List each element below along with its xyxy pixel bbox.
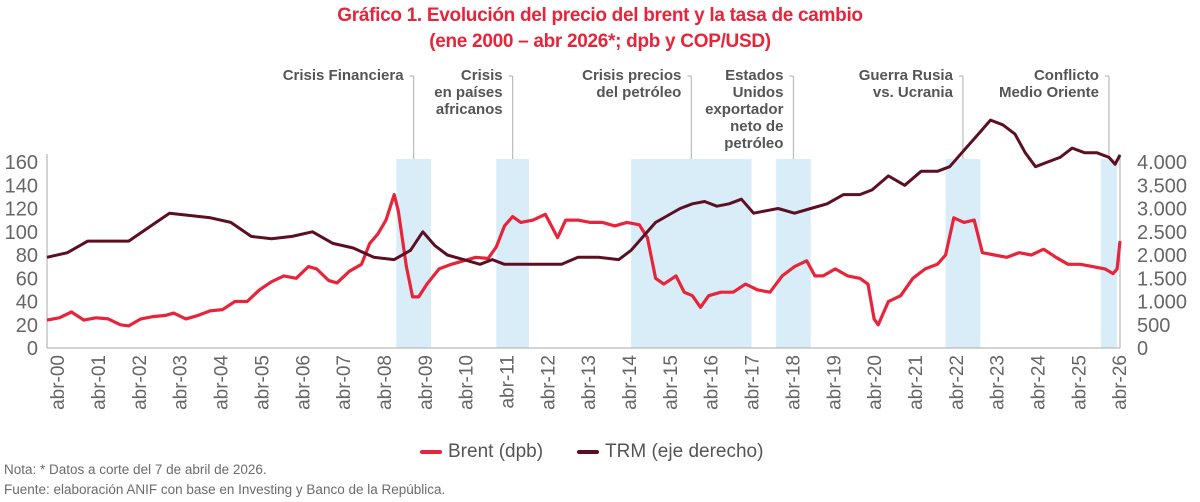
- x-tick-label: abr-00: [48, 355, 69, 410]
- annotation-label-1: en países: [434, 84, 502, 101]
- x-tick-label: abr-03: [171, 355, 192, 410]
- y-tick-left: 140: [5, 175, 38, 197]
- legend: Brent (dpb) TRM (eje derecho): [420, 441, 763, 463]
- brent-series-line: [46, 193, 1122, 328]
- y-tick-left: 20: [16, 315, 38, 337]
- x-tick-label: abr-15: [661, 355, 682, 410]
- y-tick-left: 160: [5, 152, 38, 174]
- x-tick-label: abr-24: [1028, 355, 1049, 410]
- x-tick-label: abr-16: [702, 355, 723, 410]
- legend-item-brent: Brent (dpb): [420, 441, 543, 463]
- x-tick-label: abr-14: [620, 355, 641, 410]
- annotation-label-5: Conflicto: [1034, 67, 1099, 84]
- legend-swatch-trm: [577, 450, 600, 454]
- annotation-label-2: del petróleo: [596, 84, 681, 101]
- x-tick-label: abr-05: [252, 355, 273, 410]
- x-tick-label: abr-18: [783, 355, 804, 410]
- annotation-label-3: neto de: [730, 118, 783, 135]
- x-tick-label: abr-23: [988, 355, 1009, 410]
- legend-label-brent: Brent (dpb): [448, 441, 544, 462]
- y-tick-right: 2.000: [1137, 245, 1187, 267]
- x-tick-label: abr-11: [498, 355, 519, 409]
- annotation-label-5: Medio Oriente: [999, 84, 1099, 101]
- x-tick-label: abr-25: [1069, 355, 1090, 410]
- x-tick-label: abr-17: [743, 355, 764, 410]
- x-tick-label: abr-19: [824, 355, 845, 410]
- y-tick-left: 40: [16, 292, 38, 314]
- x-tick-label: abr-01: [89, 355, 110, 410]
- y-tick-left: 80: [16, 245, 38, 267]
- annotation-label-1: africanos: [436, 101, 503, 118]
- annotation-label-1: Crisis: [461, 67, 503, 84]
- annotation-label-3: petróleo: [724, 135, 783, 152]
- legend-label-trm: TRM (eje derecho): [605, 441, 764, 462]
- footnote: Nota: * Datos a corte del 7 de abril de …: [4, 462, 267, 477]
- x-tick-label: abr-13: [579, 355, 600, 410]
- x-tick-label: abr-21: [906, 355, 927, 410]
- chart-title-line2: (ene 2000 – abr 2026*; dpb y COP/USD): [429, 31, 771, 52]
- shaded-period-1: [496, 159, 529, 348]
- x-tick-label: abr-20: [865, 355, 886, 410]
- y-tick-right: 1.500: [1137, 268, 1187, 290]
- annotation-label-0: Crisis Financiera: [283, 67, 405, 84]
- y-tick-left: 60: [16, 268, 38, 290]
- annotation-label-3: Estados: [725, 67, 783, 84]
- x-tick-label: abr-12: [538, 355, 559, 410]
- y-tick-right: 2.500: [1137, 222, 1187, 244]
- chart-title-line1: Gráfico 1. Evolución del precio del bren…: [337, 5, 863, 26]
- shaded-period-0: [396, 159, 431, 348]
- x-tick-label: abr-10: [457, 355, 478, 410]
- source-note: Fuente: elaboración ANIF con base en Inv…: [4, 482, 446, 497]
- y-tick-left: 100: [5, 222, 38, 244]
- legend-swatch-brent: [420, 450, 442, 454]
- trm-series-line: [46, 118, 1122, 266]
- x-tick-label: abr-09: [416, 355, 437, 410]
- annotation-label-3: Unidos: [733, 84, 784, 101]
- annotation-label-4: vs. Ucrania: [873, 84, 954, 101]
- y-tick-right: 0: [1137, 338, 1148, 360]
- y-tick-right: 4.000: [1137, 152, 1187, 174]
- shaded-period-5: [1100, 159, 1118, 348]
- x-tick-label: abr-26: [1110, 355, 1131, 410]
- y-tick-right: 3.000: [1137, 199, 1187, 221]
- x-tick-label: abr-02: [130, 355, 151, 410]
- x-tick-label: abr-22: [947, 355, 968, 410]
- x-tick-label: abr-04: [212, 355, 233, 410]
- legend-item-trm: TRM (eje derecho): [577, 441, 763, 463]
- y-tick-right: 1.000: [1137, 292, 1187, 314]
- shaded-period-3: [776, 159, 811, 348]
- x-tick-label: abr-06: [293, 355, 314, 410]
- x-tick-label: abr-08: [375, 355, 396, 410]
- y-tick-right: 3.500: [1137, 175, 1187, 197]
- y-tick-left: 120: [5, 199, 38, 221]
- shaded-period-4: [945, 159, 981, 348]
- y-tick-left: 0: [27, 338, 38, 360]
- annotation-label-3: exportador: [705, 101, 784, 118]
- annotation-label-4: Guerra Rusia: [859, 67, 954, 84]
- y-tick-right: 500: [1137, 315, 1170, 337]
- annotation-label-2: Crisis precios: [582, 67, 681, 84]
- x-tick-label: abr-07: [334, 355, 355, 410]
